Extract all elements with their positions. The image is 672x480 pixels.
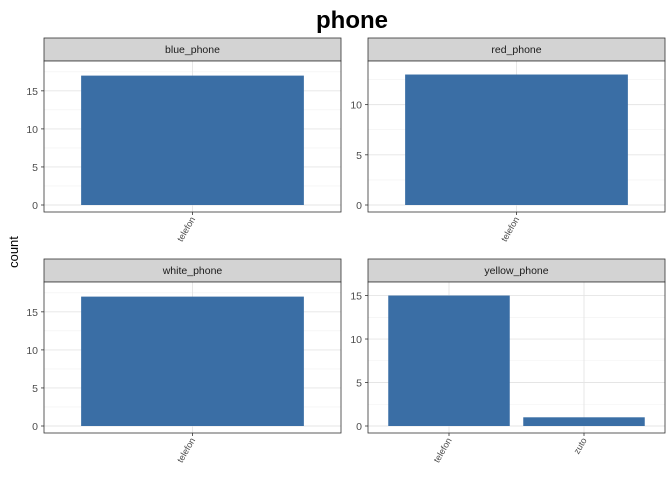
panel-border [43,60,342,213]
panel-white_phone: white_phone 0 5 10 15 telefon [26,258,342,464]
x-tick-label: telefon [175,436,197,464]
y-tick-label: 5 [356,150,362,162]
panel-yellow_phone: yellow_phone 0 5 10 15 telefon zuto [350,258,666,464]
y-tick-label: 0 [32,421,38,433]
facet-strip-label: white_phone [162,265,223,277]
bar-yellow_phone-telefon [388,295,510,426]
facet-strip-label: red_phone [491,44,541,56]
facet-strip-label: blue_phone [165,44,220,56]
bar-yellow_phone-zuto [523,417,645,426]
bar-red_phone-telefon [405,74,628,206]
y-axis-label: count [6,236,21,268]
bar-blue_phone-telefon [81,75,304,205]
chart-title: phone [316,7,388,34]
panel-border [367,281,666,434]
bar-white_phone-telefon [81,296,304,426]
y-tick-label: 0 [32,200,38,212]
y-tick-label: 0 [356,421,362,433]
y-tick-label: 15 [26,86,38,98]
panel-red_phone: red_phone 0 5 10 telefon [350,37,666,243]
y-tick-label: 5 [32,162,38,174]
y-tick-label: 0 [356,200,362,212]
y-tick-label: 10 [26,124,38,136]
facet-strip-label: yellow_phone [484,265,548,277]
y-tick-label: 10 [26,345,38,357]
y-tick-label: 10 [350,100,362,112]
x-tick-label: telefon [499,215,521,243]
x-tick-label: telefon [432,436,454,464]
panel-border [43,281,342,434]
y-tick-label: 5 [356,378,362,390]
y-tick-label: 15 [26,307,38,319]
panel-border [367,60,666,213]
panel-blue_phone: blue_phone 0 5 10 15 telefon [26,37,342,243]
x-tick-label: zuto [572,436,589,456]
y-tick-label: 10 [350,334,362,346]
y-tick-label: 5 [32,383,38,395]
x-tick-label: telefon [175,215,197,243]
y-tick-label: 15 [350,291,362,303]
